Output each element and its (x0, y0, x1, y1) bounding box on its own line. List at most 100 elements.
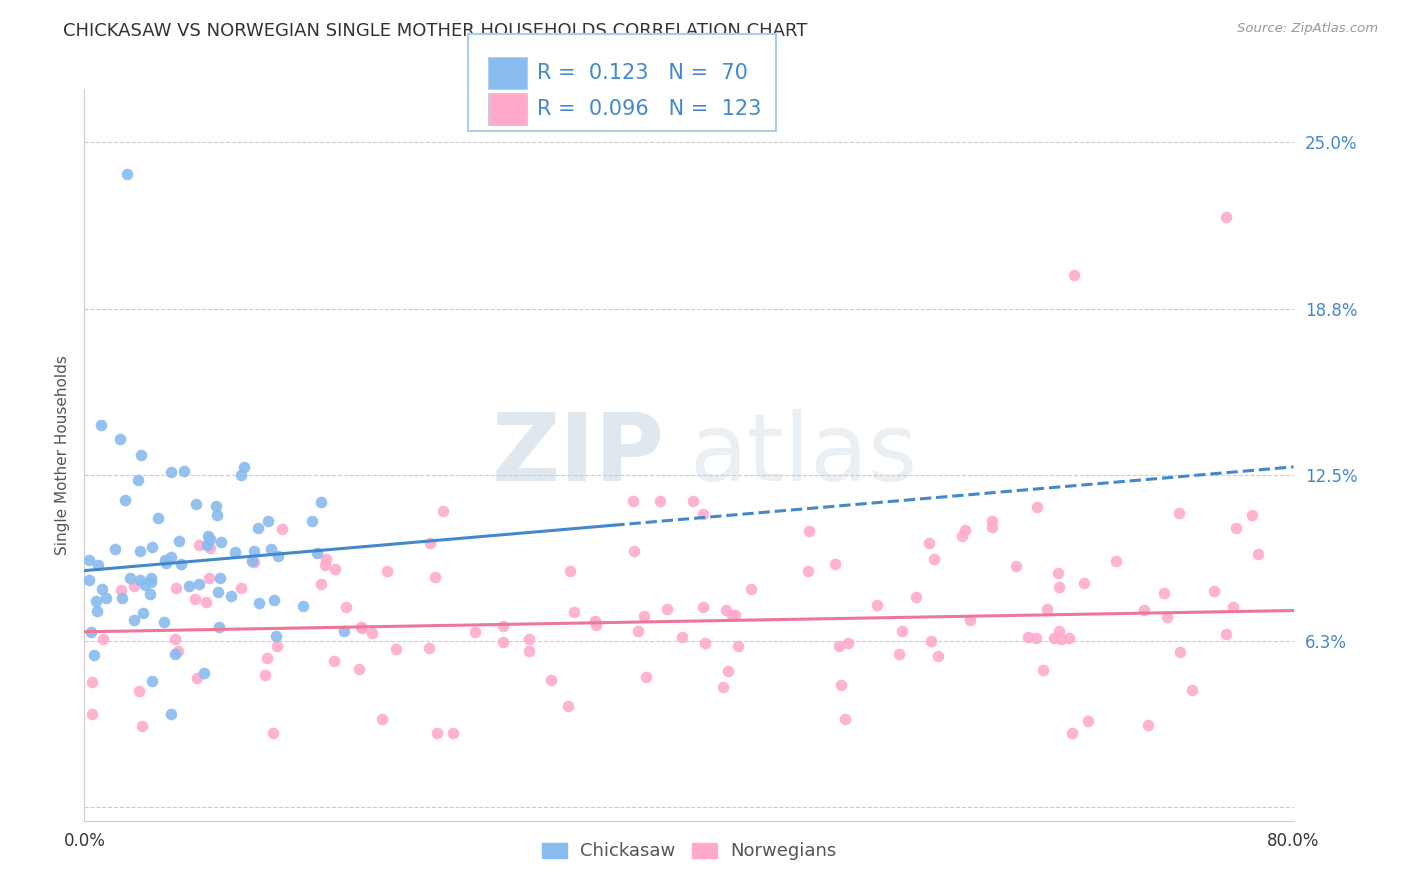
Point (927, 648, 949, 663)
Point (636, 670, 658, 684)
Point (115, 167, 138, 181)
Point (585, 618, 607, 632)
Point (891, 624, 914, 638)
Point (198, 541, 221, 556)
Point (682, 494, 704, 508)
Point (122, 613, 145, 627)
Point (562, 605, 585, 619)
Text: atlas: atlas (689, 409, 917, 501)
Point (1222, 599, 1244, 614)
Point (94, 591, 117, 606)
Point (1025, 631, 1047, 645)
Point (111, 591, 134, 605)
Text: ZIP: ZIP (492, 409, 665, 501)
Point (160, 550, 183, 565)
Point (231, 581, 253, 595)
Point (492, 635, 515, 649)
Point (904, 590, 927, 604)
Point (131, 719, 153, 733)
Point (866, 599, 889, 613)
Point (120, 571, 142, 585)
Point (267, 549, 290, 563)
Point (209, 534, 232, 549)
Point (492, 619, 515, 633)
Point (233, 459, 256, 474)
Point (195, 595, 218, 609)
Point (104, 541, 127, 556)
Point (799, 524, 821, 538)
Point (262, 726, 284, 740)
Point (243, 555, 266, 569)
Point (129, 543, 152, 558)
Point (360, 625, 382, 640)
Point (920, 634, 942, 648)
Point (159, 707, 181, 722)
Point (375, 564, 398, 578)
Text: R =  0.123   N =  70: R = 0.123 N = 70 (537, 63, 748, 83)
Point (655, 602, 678, 616)
Point (166, 643, 188, 657)
Point (264, 629, 287, 643)
Point (311, 495, 333, 509)
Point (263, 593, 285, 607)
Point (163, 632, 186, 646)
Point (953, 523, 976, 537)
Point (721, 608, 744, 623)
Point (981, 520, 1004, 534)
Point (1017, 630, 1039, 644)
Point (887, 647, 910, 661)
Point (1225, 521, 1247, 535)
Point (1049, 632, 1071, 647)
Point (183, 592, 205, 607)
Point (1215, 627, 1237, 641)
Point (291, 599, 314, 613)
Point (208, 620, 231, 634)
Point (186, 671, 208, 685)
Point (922, 552, 945, 566)
Point (197, 571, 219, 585)
Text: R =  0.096   N =  123: R = 0.096 N = 123 (537, 99, 762, 119)
Point (131, 448, 153, 462)
Point (418, 640, 440, 655)
Point (371, 712, 394, 726)
Point (84, 593, 107, 607)
Point (187, 538, 209, 552)
Point (517, 643, 540, 657)
Point (77, 573, 100, 587)
Point (246, 521, 269, 535)
Point (188, 576, 211, 591)
Point (266, 639, 288, 653)
Legend: Chickasaw, Norwegians: Chickasaw, Norwegians (534, 836, 844, 867)
Point (1046, 566, 1069, 580)
Point (432, 504, 454, 518)
Point (1168, 506, 1191, 520)
Point (167, 534, 190, 549)
Point (1153, 586, 1175, 600)
Point (623, 544, 645, 558)
Point (153, 553, 176, 567)
Point (141, 674, 163, 689)
Point (1215, 210, 1237, 224)
Point (1026, 500, 1049, 514)
Point (648, 494, 671, 508)
Point (184, 497, 207, 511)
Point (165, 581, 187, 595)
Point (139, 587, 162, 601)
Point (301, 514, 323, 528)
Point (195, 538, 218, 552)
Point (540, 673, 562, 688)
Point (692, 599, 714, 614)
Point (77, 553, 100, 567)
Point (169, 557, 191, 571)
Point (209, 571, 232, 585)
Point (740, 582, 762, 596)
Point (724, 607, 747, 622)
Point (159, 465, 181, 479)
Point (83, 648, 105, 663)
Point (717, 664, 740, 678)
Point (197, 529, 219, 543)
Point (384, 641, 406, 656)
Point (128, 684, 150, 698)
Point (253, 668, 276, 682)
Point (1047, 580, 1070, 594)
